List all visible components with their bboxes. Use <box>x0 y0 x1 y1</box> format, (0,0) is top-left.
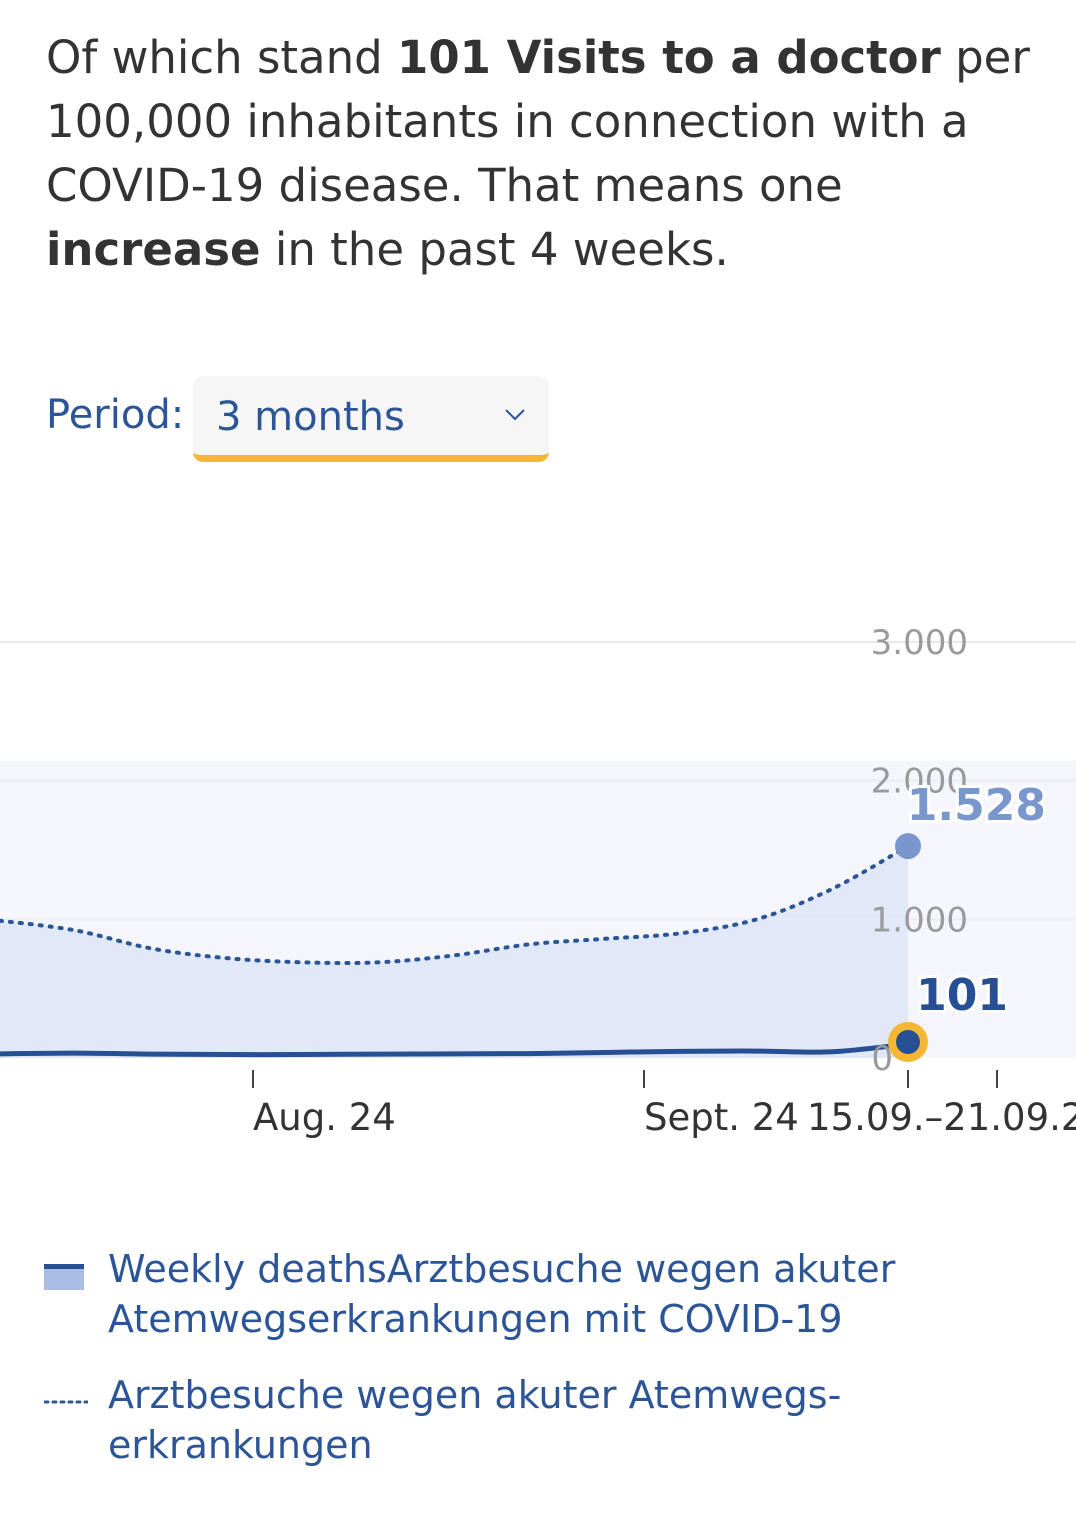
series-covid-end-point <box>896 1029 920 1054</box>
legend-area-swatch-icon <box>44 1264 84 1290</box>
x-tick-label: Sept. 24 <box>644 1096 799 1139</box>
series-ari-end-label: 1.528 <box>907 780 1046 831</box>
legend-label-ari: Arztbesuche wegen akuter Atemwegs-erkran… <box>108 1373 842 1467</box>
y-tick-label: 3.000 <box>871 623 968 663</box>
series-ari-area <box>0 846 908 1058</box>
legend-dotted-swatch-icon <box>44 1400 88 1404</box>
period-select[interactable]: 3 months <box>193 376 549 462</box>
series-ari-line <box>0 844 910 966</box>
chart: 0 1.000 2.000 3.000 Aug. 24 Sept. 24 15.09.–21… <box>0 623 1076 1139</box>
series-covid-line <box>0 1041 909 1058</box>
period-label: Period: <box>46 392 185 438</box>
summary-highlight-trend: increase <box>46 223 261 276</box>
summary-text: Of which stand 101 Visits to a doctor pe… <box>46 26 1036 282</box>
summary-part: Of which stand <box>46 31 398 84</box>
series-covid-end-label: 101 <box>916 970 1008 1021</box>
series-ari-end-point <box>895 833 921 860</box>
summary-highlight-visits: 101 Visits to a doctor <box>397 31 941 84</box>
legend-label-covid: Weekly deathsArztbesuche wegen akuter At… <box>108 1247 896 1341</box>
y-tick-label: 2.000 <box>871 762 968 802</box>
chevron-down-icon <box>505 409 525 421</box>
y-tick-label: 1.000 <box>871 900 968 940</box>
x-tick-label: 15.09.–21.09.2 <box>807 1096 1076 1139</box>
summary-part: in the past 4 weeks. <box>260 223 729 276</box>
period-selected-value: 3 months <box>216 394 405 440</box>
summary-part: per 100,000 inhabitants in connection wi… <box>46 31 1030 212</box>
x-tick-label: Aug. 24 <box>253 1096 396 1139</box>
y-tick-label: 0 <box>871 1039 893 1079</box>
